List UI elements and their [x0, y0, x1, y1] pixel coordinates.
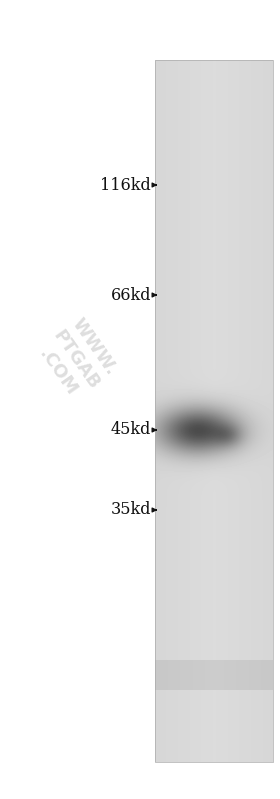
Text: WWW.
PTGAB
.COM: WWW. PTGAB .COM: [31, 314, 121, 405]
Text: 116kd: 116kd: [101, 177, 151, 193]
Text: 35kd: 35kd: [111, 502, 151, 519]
Text: 45kd: 45kd: [111, 422, 151, 439]
Bar: [155, 60, 273, 762]
Text: 66kd: 66kd: [111, 287, 151, 304]
